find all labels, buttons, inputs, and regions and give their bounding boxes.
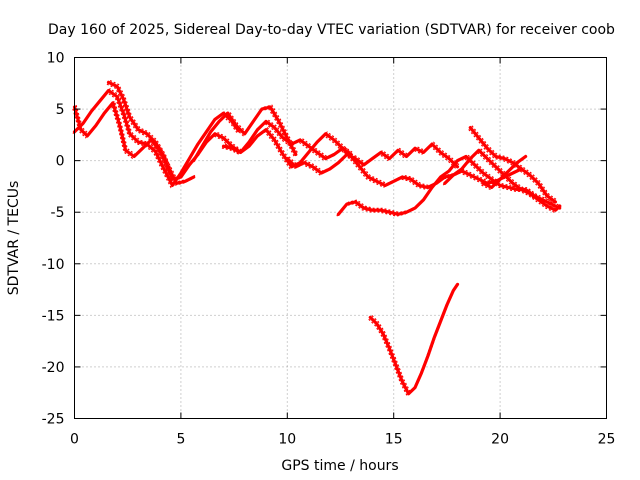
- series-sat-e: [195, 118, 524, 190]
- series-markers: [442, 151, 559, 213]
- series-sat-h: [336, 153, 562, 217]
- y-tick-label: 0: [56, 154, 65, 170]
- series-markers: [191, 108, 295, 163]
- x-tick-label: 0: [70, 432, 79, 448]
- series-trace: [72, 101, 196, 185]
- y-tick-label: 10: [47, 51, 65, 67]
- series-trace: [336, 154, 562, 216]
- series-sat-l: [368, 282, 460, 397]
- series-markers: [471, 125, 558, 201]
- series-sat-j: [468, 125, 558, 205]
- y-tick-label: -15: [42, 308, 65, 324]
- x-tick-label: 5: [176, 432, 185, 448]
- series-markers: [285, 145, 457, 176]
- series-sat-k: [481, 154, 528, 191]
- series-markers: [336, 157, 559, 217]
- series-markers: [195, 122, 521, 190]
- y-axis-title: SDTVAR / TECUs: [6, 181, 22, 296]
- series-trace: [196, 119, 524, 190]
- chart-title: Day 160 of 2025, Sidereal Day-to-day VTE…: [48, 22, 615, 38]
- series-sat-g: [285, 141, 460, 176]
- series-markers: [194, 104, 298, 160]
- series-markers: [199, 118, 524, 187]
- series-trace: [192, 105, 298, 163]
- y-tick-label: 5: [56, 102, 65, 118]
- axis-ticks: 0 5 10 15 20 25 -25 -20 -15 -10 -5 0 5 10: [42, 51, 616, 448]
- series-markers: [371, 282, 460, 393]
- series-markers: [72, 91, 238, 189]
- series-markers: [72, 103, 193, 186]
- y-tick-label: -5: [51, 205, 65, 221]
- data-series: [72, 79, 562, 397]
- x-tick-label: 20: [491, 432, 509, 448]
- series-sat-d: [191, 104, 298, 163]
- x-tick-label: 15: [385, 432, 403, 448]
- y-tick-label: -20: [42, 360, 65, 376]
- series-sat-a: [72, 87, 241, 189]
- series-markers: [288, 141, 460, 172]
- series-markers: [468, 129, 555, 205]
- series-trace: [72, 88, 240, 187]
- series-markers: [445, 147, 562, 210]
- y-tick-label: -25: [42, 412, 65, 428]
- plot-frame: [74, 57, 607, 419]
- series-markers: [368, 285, 457, 397]
- series-sat-c: [106, 79, 200, 182]
- series-markers: [106, 83, 197, 182]
- x-tick-label: 10: [278, 432, 296, 448]
- x-axis-title: GPS time / hours: [281, 458, 398, 474]
- y-tick-label: -10: [42, 257, 65, 273]
- series-markers: [109, 79, 200, 179]
- x-tick-label: 25: [598, 432, 616, 448]
- series-trace: [468, 125, 558, 204]
- grid: [74, 57, 607, 419]
- series-markers: [339, 153, 562, 214]
- series-markers: [75, 99, 196, 183]
